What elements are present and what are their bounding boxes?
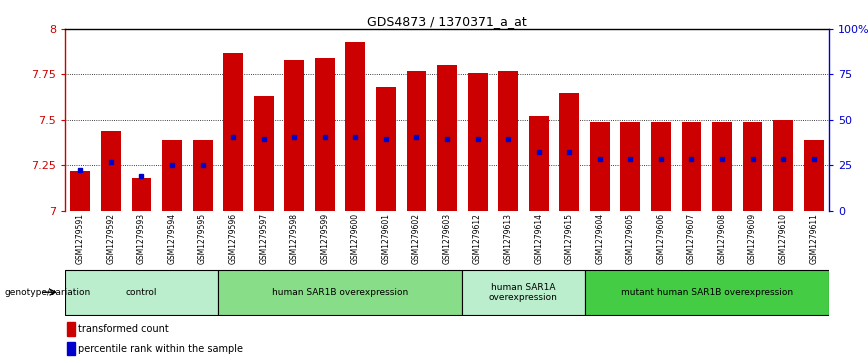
Bar <box>559 93 579 211</box>
Bar <box>406 71 426 211</box>
Text: control: control <box>126 288 157 297</box>
Bar <box>498 71 518 211</box>
Bar <box>712 122 732 211</box>
Bar <box>804 140 824 211</box>
Bar <box>101 131 121 211</box>
Bar <box>437 65 457 211</box>
Bar <box>773 120 793 211</box>
Text: percentile rank within the sample: percentile rank within the sample <box>78 344 243 354</box>
Title: GDS4873 / 1370371_a_at: GDS4873 / 1370371_a_at <box>367 15 527 28</box>
Bar <box>463 270 584 315</box>
Text: transformed count: transformed count <box>78 324 169 334</box>
Bar <box>218 270 463 315</box>
Bar <box>162 140 182 211</box>
Bar <box>65 270 218 315</box>
Bar <box>223 53 243 211</box>
Bar <box>584 270 829 315</box>
Bar <box>590 122 609 211</box>
Bar <box>67 342 76 355</box>
Text: human SAR1A
overexpression: human SAR1A overexpression <box>489 282 558 302</box>
Bar <box>315 58 335 211</box>
Bar <box>468 73 488 211</box>
Bar <box>651 122 671 211</box>
Text: human SAR1B overexpression: human SAR1B overexpression <box>272 288 408 297</box>
Bar <box>743 122 762 211</box>
Bar <box>681 122 701 211</box>
Bar <box>345 42 365 211</box>
Bar <box>70 171 90 211</box>
Bar <box>67 322 76 336</box>
Text: mutant human SAR1B overexpression: mutant human SAR1B overexpression <box>621 288 792 297</box>
Bar <box>376 87 396 211</box>
Bar <box>193 140 213 211</box>
Bar <box>253 96 273 211</box>
Text: genotype/variation: genotype/variation <box>4 288 90 297</box>
Bar <box>285 60 304 211</box>
Bar <box>529 116 549 211</box>
Bar <box>621 122 641 211</box>
Bar <box>132 178 151 211</box>
